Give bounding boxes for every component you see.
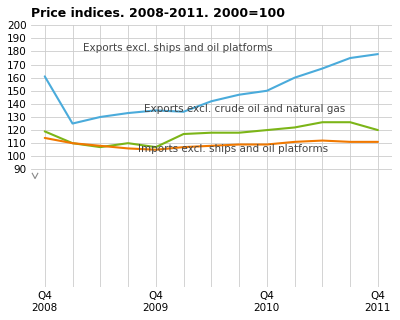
Text: Exports excl. ships and oil platforms: Exports excl. ships and oil platforms [83, 43, 273, 53]
Text: Exports excl. crude oil and natural gas: Exports excl. crude oil and natural gas [144, 104, 345, 114]
Text: Price indices. 2008-2011. 2000=100: Price indices. 2008-2011. 2000=100 [31, 7, 285, 20]
Text: Imports excl. ships and oil platforms: Imports excl. ships and oil platforms [138, 144, 328, 154]
